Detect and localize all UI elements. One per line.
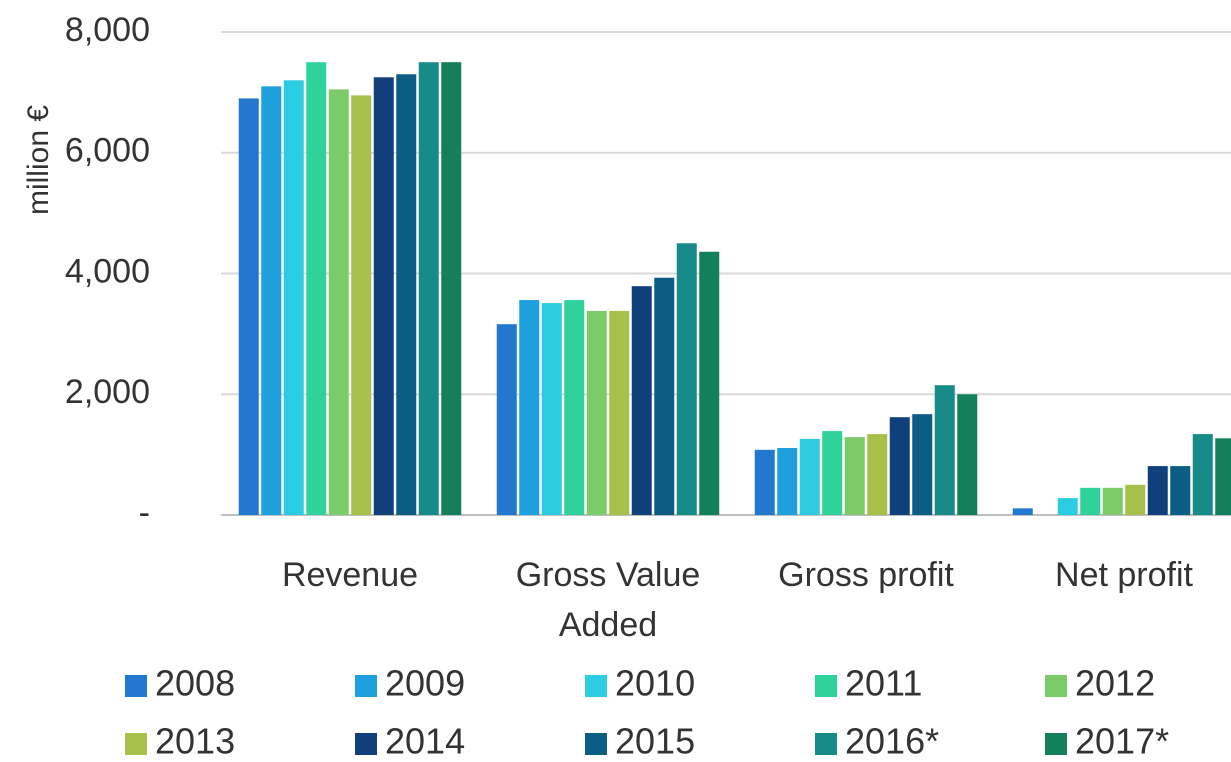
y-axis-label: million € xyxy=(22,105,55,215)
y-tick-label: 8,000 xyxy=(65,11,150,49)
legend-swatch xyxy=(355,675,377,697)
y-tick-label: 4,000 xyxy=(65,252,150,290)
legend-label: 2008 xyxy=(155,663,235,704)
x-tick-label: Net profit xyxy=(1055,556,1193,594)
bar xyxy=(934,385,955,515)
bar xyxy=(844,437,865,515)
legend-label: 2012 xyxy=(1075,663,1155,704)
legend-swatch xyxy=(1045,675,1067,697)
bar xyxy=(373,77,394,515)
bar xyxy=(957,394,978,515)
legend-swatch xyxy=(125,733,147,755)
bar xyxy=(654,277,675,515)
bar xyxy=(1125,484,1146,515)
bar xyxy=(418,62,439,515)
legend-label: 2015 xyxy=(615,721,695,762)
bar xyxy=(1057,498,1078,515)
legend-swatch xyxy=(815,675,837,697)
legend-swatch xyxy=(1045,733,1067,755)
bar xyxy=(1192,434,1213,515)
bar xyxy=(867,434,888,515)
y-tick-label: - xyxy=(139,494,150,532)
legend-swatch xyxy=(585,733,607,755)
bar xyxy=(1012,508,1033,515)
bar xyxy=(754,449,775,515)
bar xyxy=(283,80,304,516)
bar xyxy=(306,62,327,515)
bar xyxy=(1102,487,1123,515)
bar xyxy=(1170,466,1191,515)
bar xyxy=(441,62,462,515)
bar xyxy=(609,310,630,515)
bar xyxy=(822,431,843,515)
bar xyxy=(676,243,697,515)
legend-swatch xyxy=(125,675,147,697)
legend-label: 2011 xyxy=(845,663,922,704)
legend-label: 2017* xyxy=(1075,721,1169,762)
x-tick-label: Revenue xyxy=(281,556,419,594)
bar xyxy=(777,447,798,515)
bar xyxy=(889,417,910,515)
bar xyxy=(912,414,933,515)
y-tick-label: 6,000 xyxy=(65,132,150,170)
legend-swatch xyxy=(815,733,837,755)
bar xyxy=(261,86,282,516)
bar xyxy=(699,251,720,515)
bar xyxy=(1215,438,1231,515)
legend-label: 2014 xyxy=(385,721,465,762)
x-tick-label: Gross Value Added xyxy=(515,556,701,644)
x-tick-label: Gross profit xyxy=(778,556,954,594)
bar xyxy=(1080,487,1101,515)
bar xyxy=(1147,466,1168,515)
legend-label: 2010 xyxy=(615,663,695,704)
bar xyxy=(564,300,585,515)
y-tick-label: 2,000 xyxy=(65,373,150,411)
bar xyxy=(586,310,607,515)
bar xyxy=(351,95,372,516)
bar xyxy=(328,89,349,515)
bar xyxy=(238,98,259,515)
legend-label: 2009 xyxy=(385,663,465,704)
bar xyxy=(519,300,540,515)
legend-label: 2013 xyxy=(155,721,235,762)
legend-label: 2016* xyxy=(845,721,939,762)
bar xyxy=(799,438,820,515)
bar xyxy=(496,324,517,515)
legend-swatch xyxy=(585,675,607,697)
bar xyxy=(631,286,652,515)
bar xyxy=(541,303,562,515)
bar xyxy=(396,74,417,515)
legend-swatch xyxy=(355,733,377,755)
